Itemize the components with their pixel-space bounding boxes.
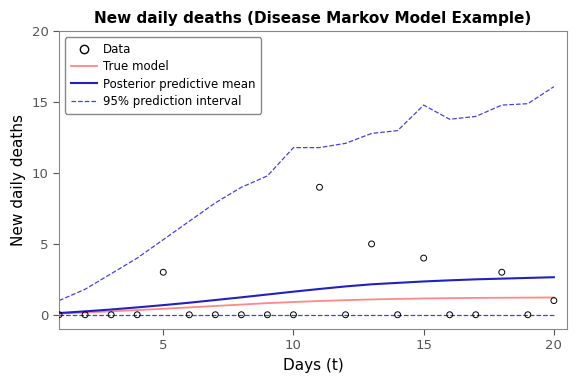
Point: [237, 312, 246, 318]
Point: [341, 312, 350, 318]
Point: [419, 255, 428, 261]
Point: [80, 312, 90, 318]
Point: [471, 312, 480, 318]
Legend: Data, True model, Posterior predictive mean, 95% prediction interval: Data, True model, Posterior predictive m…: [65, 37, 261, 114]
X-axis label: Days (t): Days (t): [283, 358, 343, 373]
Point: [211, 312, 220, 318]
Point: [184, 312, 194, 318]
Point: [549, 298, 558, 304]
Point: [315, 184, 324, 190]
Point: [523, 312, 532, 318]
Point: [367, 241, 376, 247]
Y-axis label: New daily deaths: New daily deaths: [11, 114, 26, 246]
Point: [497, 269, 506, 275]
Title: New daily deaths (Disease Markov Model Example): New daily deaths (Disease Markov Model E…: [94, 11, 532, 26]
Point: [289, 312, 298, 318]
Point: [158, 269, 168, 275]
Point: [54, 312, 64, 318]
Point: [263, 312, 272, 318]
Point: [393, 312, 402, 318]
Point: [445, 312, 454, 318]
Point: [106, 312, 116, 318]
Point: [132, 312, 142, 318]
